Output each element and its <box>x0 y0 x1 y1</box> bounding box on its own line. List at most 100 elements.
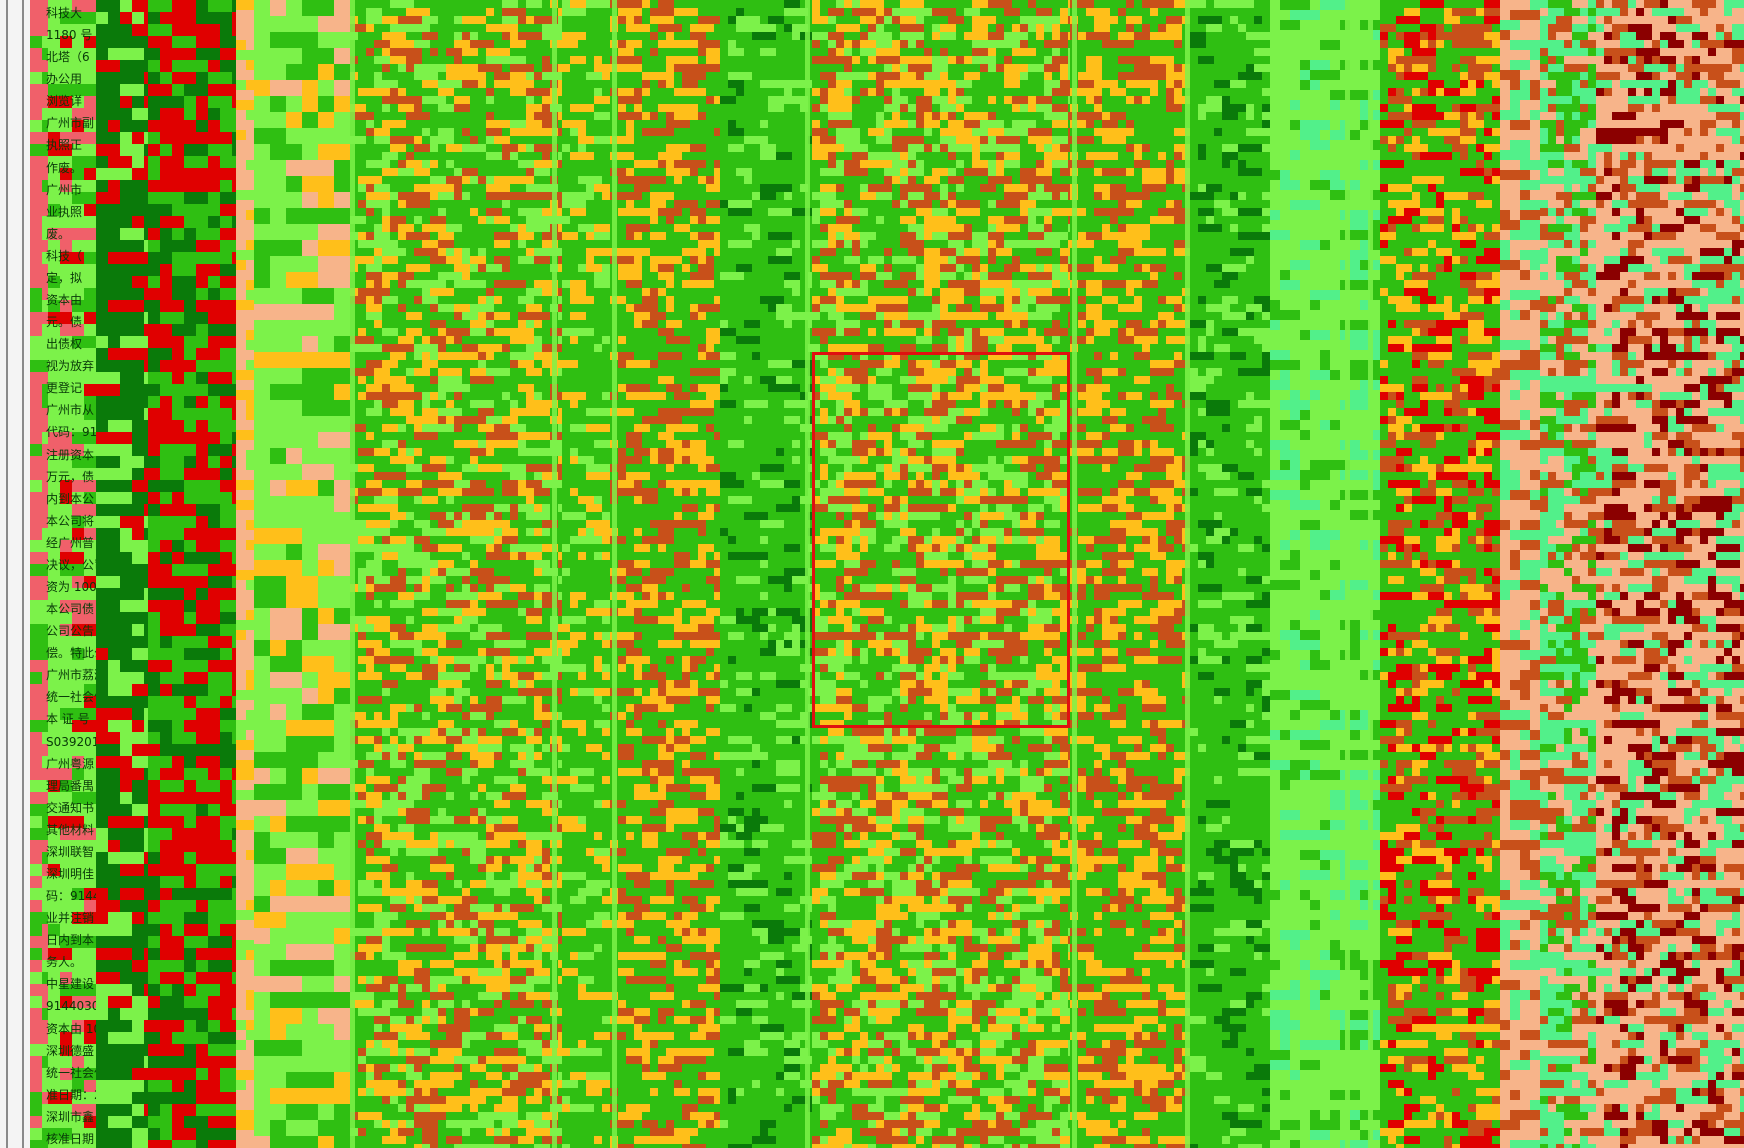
noise-cell <box>876 24 884 32</box>
noise-cell <box>836 184 844 192</box>
noise-cell <box>334 176 350 192</box>
noise-cell <box>334 160 350 176</box>
noise-cell <box>406 8 430 16</box>
noise-cell <box>502 1032 518 1040</box>
noise-cell <box>844 328 860 336</box>
noise-cell <box>270 608 302 624</box>
noise-cell <box>682 1056 706 1064</box>
noise-cell <box>690 952 706 960</box>
noise-cell <box>120 456 144 468</box>
noise-cell <box>390 216 406 224</box>
noise-cell <box>666 120 690 128</box>
noise-cell <box>634 880 650 888</box>
noise-cell <box>462 776 470 784</box>
noise-cell <box>470 1080 478 1088</box>
noise-cell <box>658 80 666 88</box>
noise-cell <box>446 544 462 552</box>
noise-cell <box>1036 240 1060 248</box>
noise-cell <box>956 264 964 272</box>
noise-cell <box>366 304 382 312</box>
noise-cell <box>270 384 318 400</box>
noise-cell <box>626 704 634 712</box>
noise-cell <box>876 32 884 40</box>
noise-cell <box>518 488 534 496</box>
noise-cell <box>470 880 478 888</box>
noise-cell <box>254 800 286 816</box>
noise-cell <box>374 816 382 824</box>
noise-cell <box>430 432 438 440</box>
noise-cell <box>390 0 414 8</box>
noise-cell <box>752 760 760 768</box>
noise-cell <box>642 472 650 480</box>
noise-cell <box>486 48 510 56</box>
noise-cell <box>642 424 650 432</box>
noise-cell <box>462 896 470 904</box>
noise-cell <box>820 224 828 232</box>
noise-cell <box>586 408 610 416</box>
noise-cell <box>208 1008 220 1020</box>
noise-cell <box>494 184 510 192</box>
noise-cell <box>502 176 526 184</box>
noise-cell <box>132 996 148 1008</box>
noise-cell <box>706 808 714 816</box>
noise-cell <box>570 288 586 296</box>
noise-cell <box>446 128 454 136</box>
noise-cell <box>398 48 422 56</box>
noise-cell <box>666 480 690 488</box>
noise-cell <box>422 1144 430 1148</box>
noise-cell <box>784 800 792 808</box>
noise-cell <box>438 896 462 904</box>
noise-cell <box>184 876 196 888</box>
noise-cell <box>358 344 382 352</box>
noise-cell <box>728 400 736 408</box>
noise-cell <box>542 712 550 720</box>
noise-cell <box>836 320 852 328</box>
noise-cell <box>884 328 900 336</box>
noise-cell <box>526 976 550 984</box>
noise-cell <box>562 8 586 16</box>
noise-cell <box>254 752 286 768</box>
noise-cell <box>494 1024 518 1032</box>
noise-cell <box>462 272 470 280</box>
noise-cell <box>518 744 526 752</box>
noise-cell <box>486 440 510 448</box>
noise-cell <box>542 1040 550 1048</box>
noise-cell <box>478 784 486 792</box>
noise-cell <box>132 168 148 180</box>
noise-cell <box>690 736 706 744</box>
noise-cell <box>382 984 390 992</box>
noise-cell <box>462 80 478 88</box>
noise-cell <box>196 1092 208 1104</box>
noise-cell <box>318 304 334 320</box>
noise-cell <box>884 128 892 136</box>
noise-cell <box>366 792 382 800</box>
noise-cell <box>30 444 42 456</box>
noise-cell <box>438 272 462 280</box>
noise-cell <box>666 336 690 344</box>
noise-cell <box>220 156 236 168</box>
noise-cell <box>602 392 610 400</box>
noise-cell <box>470 536 494 544</box>
noise-cell <box>948 728 956 736</box>
noise-cell <box>768 384 792 392</box>
noise-cell <box>618 48 634 56</box>
noise-cell <box>454 280 478 288</box>
noise-cell <box>422 1000 430 1008</box>
noise-cell <box>698 232 714 240</box>
noise-cell <box>148 960 160 972</box>
noise-cell <box>642 80 650 88</box>
noise-cell <box>246 580 254 590</box>
noise-cell <box>220 120 236 132</box>
noise-cell <box>892 64 900 72</box>
noise-cell <box>526 312 534 320</box>
noise-cell <box>286 448 302 464</box>
noise-cell <box>760 120 768 128</box>
noise-cell <box>578 952 594 960</box>
noise-cell <box>594 856 610 864</box>
noise-cell <box>1044 8 1052 16</box>
noise-cell <box>642 584 658 592</box>
noise-cell <box>1004 224 1012 232</box>
noise-cell <box>980 264 988 272</box>
noise-cell <box>578 784 586 792</box>
noise-cell <box>430 64 446 72</box>
